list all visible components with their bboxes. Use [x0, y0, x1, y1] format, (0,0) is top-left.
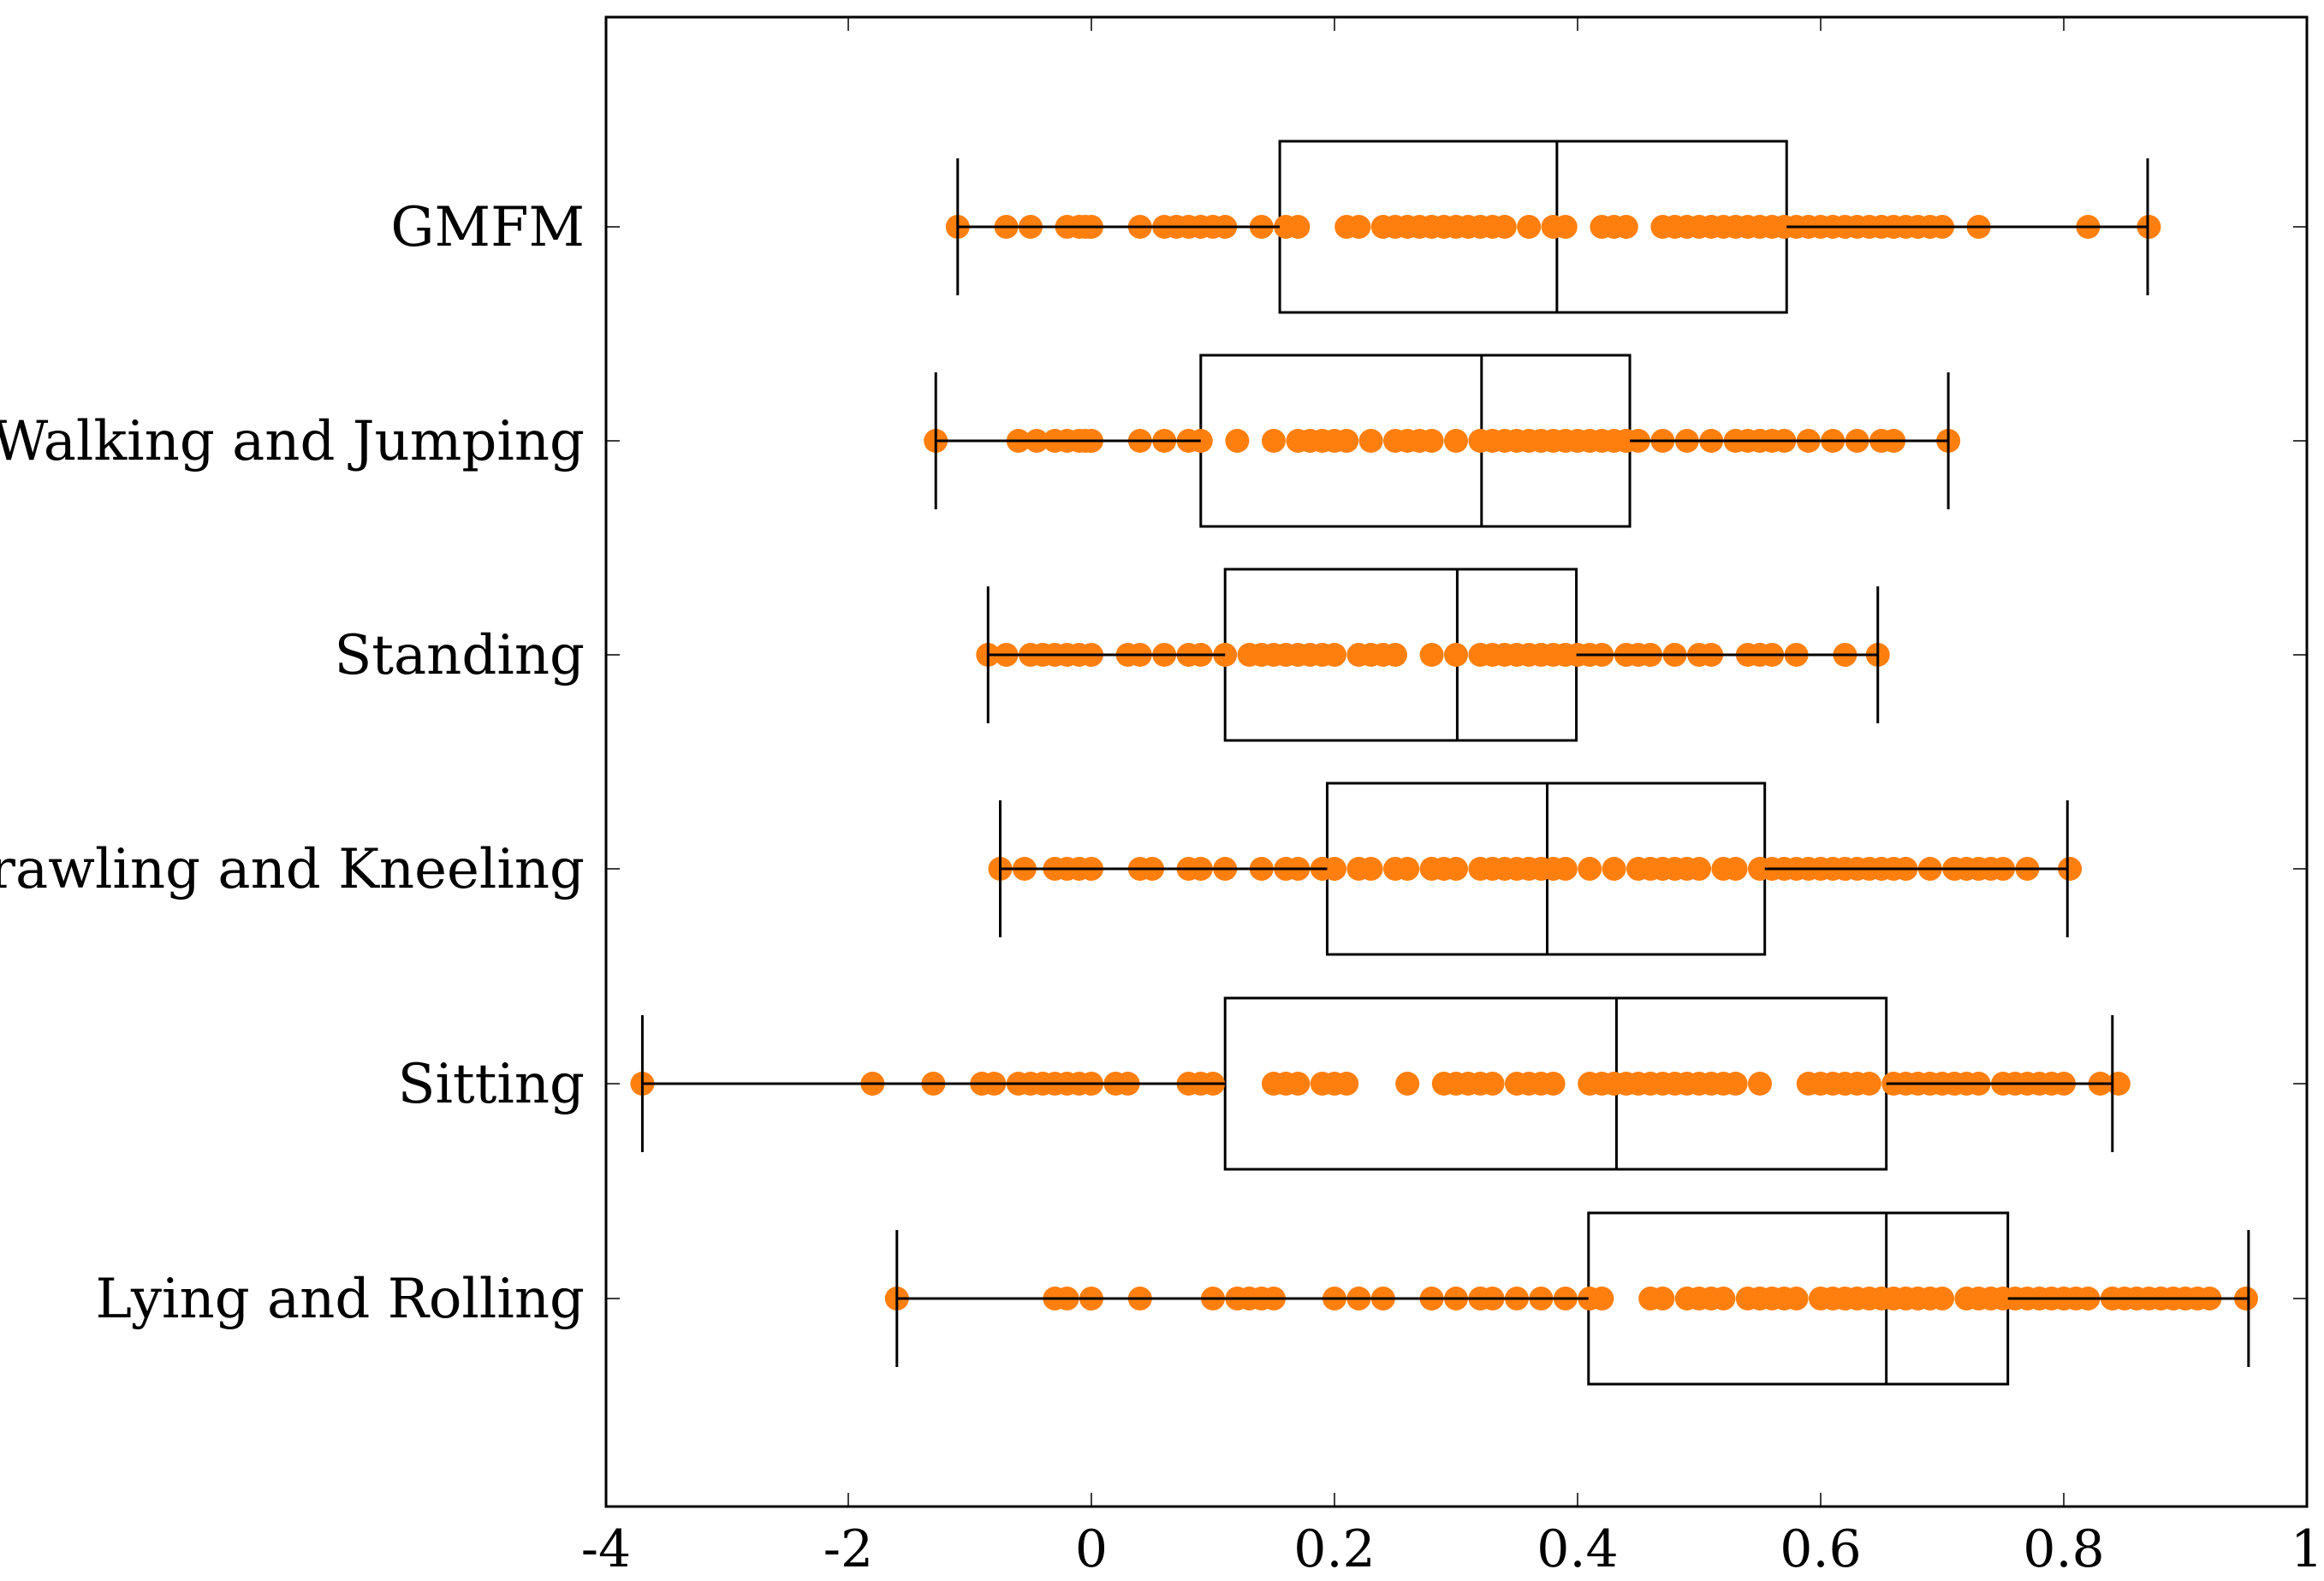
data-point [1590, 1287, 1614, 1311]
x-tick-label: 0 [1075, 1519, 1108, 1579]
data-point [1857, 1072, 1881, 1096]
data-point [1578, 857, 1602, 881]
data-point [1286, 1072, 1311, 1096]
category-label: Walking and Jumping [0, 410, 585, 473]
data-point [1419, 429, 1444, 453]
x-tick-label: -2 [823, 1519, 873, 1579]
data-point [2058, 857, 2083, 881]
data-point [1480, 1072, 1505, 1096]
data-point [1517, 215, 1542, 239]
data-point [1687, 857, 1711, 881]
data-point [1358, 857, 1383, 881]
data-point [1346, 215, 1371, 239]
data-point [1723, 857, 1748, 881]
x-tick-label: 0.4 [1536, 1519, 1618, 1579]
data-point [1930, 1287, 1954, 1311]
box-series [606, 996, 2307, 1171]
box-series [606, 140, 2307, 314]
box-series [606, 354, 2307, 528]
box-series [606, 568, 2307, 742]
data-point [1419, 643, 1444, 667]
data-point [1748, 1072, 1772, 1096]
data-point [1650, 1287, 1675, 1311]
data-point [1541, 1072, 1566, 1096]
data-point [1602, 857, 1626, 881]
data-point [1262, 429, 1286, 453]
data-point [1225, 429, 1250, 453]
category-label: Crawling and Kneeling [0, 838, 585, 901]
data-point [1334, 1072, 1359, 1096]
data-point [1286, 215, 1311, 239]
data-point [1723, 1072, 1748, 1096]
data-point [1711, 1287, 1736, 1311]
y-axis-labels: GMFM Walking and Jumping Standing Crawling … [0, 196, 585, 1331]
x-axis-labels: -4 -2 0 0.2 0.4 0.6 0.8 1 [581, 1519, 2323, 1579]
box-series [606, 782, 2307, 956]
data-point [1553, 857, 1578, 881]
data-point [1334, 429, 1359, 453]
data-point [1784, 1287, 1809, 1311]
data-point [1383, 643, 1407, 667]
category-label: Standing [334, 624, 585, 687]
data-point [1322, 857, 1346, 881]
data-point [1444, 857, 1468, 881]
data-point [1492, 215, 1517, 239]
plot-frame [604, 15, 2309, 1508]
x-tick-label: 1 [2291, 1519, 2323, 1579]
category-label: Lying and Rolling [95, 1268, 585, 1331]
category-label: Sitting [398, 1053, 585, 1116]
data-point [1322, 643, 1346, 667]
category-label: GMFM [390, 196, 585, 259]
data-point [1395, 1072, 1420, 1096]
box-series [606, 1211, 2307, 1386]
x-tick-label: -4 [581, 1519, 631, 1579]
x-tick-label: 0.2 [1293, 1519, 1375, 1579]
x-tick-label: 0.6 [1780, 1519, 1861, 1579]
data-point [1614, 215, 1638, 239]
data-point [1444, 643, 1468, 667]
plot-content [605, 17, 2308, 1507]
data-point [1553, 215, 1578, 239]
data-point [1444, 429, 1468, 453]
data-point [1358, 429, 1383, 453]
x-tick-label: 0.8 [2023, 1519, 2104, 1579]
data-point [1395, 857, 1420, 881]
